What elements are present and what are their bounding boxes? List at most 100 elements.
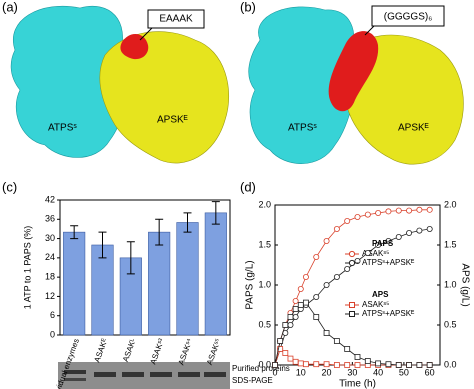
x-tick-label: ASAKᴸ — [121, 337, 138, 363]
marker — [323, 281, 330, 288]
marker — [406, 229, 413, 236]
domain-label: ATPSˢ — [48, 123, 77, 134]
legend-marker — [348, 250, 356, 258]
y2-tick-label: 0.0 — [444, 359, 457, 369]
bar — [204, 212, 227, 336]
marker — [375, 360, 382, 367]
marker — [426, 206, 433, 213]
x-tick-label: 50 — [399, 367, 409, 377]
marker — [385, 237, 392, 244]
error-bar — [211, 201, 220, 225]
marker — [416, 206, 423, 213]
marker — [297, 285, 304, 292]
marker — [364, 358, 371, 364]
x-tick-label: ASAKˢ³ — [148, 337, 166, 366]
gel-label: SDS-PAGE — [232, 376, 273, 385]
panel-label: (c) — [2, 179, 17, 194]
marker — [354, 257, 361, 264]
error-bar — [126, 241, 135, 275]
x-tick-label: ASAKˢ⁴ — [176, 337, 194, 366]
marker — [282, 350, 289, 356]
bar — [63, 231, 86, 336]
protein-b — [248, 5, 464, 165]
marker — [354, 362, 361, 368]
marker — [344, 346, 351, 352]
marker — [323, 237, 330, 244]
x-tick-label: 0 — [272, 367, 277, 377]
marker — [364, 249, 371, 256]
legend-marker — [348, 259, 356, 267]
y2-tick-label: 1.5 — [444, 239, 457, 249]
marker — [344, 362, 351, 368]
y-tick-label: 36 — [45, 214, 55, 224]
error-bar — [155, 218, 164, 246]
marker — [395, 362, 402, 368]
x-tick-label: 10 — [296, 367, 306, 377]
marker — [287, 314, 294, 320]
marker — [344, 217, 351, 224]
marker — [287, 321, 294, 328]
marker — [323, 361, 330, 368]
y-tick-label: 18 — [45, 272, 55, 282]
y2-tick-label: 0.5 — [444, 319, 457, 329]
marker — [292, 313, 299, 320]
domain-label: APSKᴱ — [157, 115, 188, 126]
y2-axis-label: APS (g/L) — [459, 263, 470, 306]
legend-marker — [349, 311, 355, 317]
marker — [313, 314, 320, 320]
marker — [282, 322, 289, 328]
marker — [406, 362, 412, 368]
marker — [416, 227, 423, 234]
bar — [91, 244, 114, 336]
marker — [426, 225, 433, 232]
marker — [354, 354, 361, 360]
y-tick-label: 6 — [50, 310, 55, 320]
marker — [292, 297, 299, 304]
marker — [292, 358, 299, 365]
marker — [426, 362, 433, 368]
y-tick-label: 30 — [45, 233, 55, 243]
x-tick-label: ASAKᴱ — [92, 337, 109, 364]
marker — [297, 360, 304, 367]
domain-label: APSKᴱ — [398, 123, 429, 134]
domain-label: ATPSˢ — [288, 123, 317, 134]
marker — [395, 207, 402, 214]
marker — [272, 362, 278, 368]
x-tick-label: 40 — [373, 367, 383, 377]
marker — [385, 361, 392, 368]
marker — [344, 265, 351, 272]
bar — [148, 231, 171, 336]
legend-label: ASAKˢ⁵ — [362, 300, 389, 309]
marker — [354, 213, 361, 220]
y-tick-label: 0.0 — [258, 359, 271, 369]
marker — [303, 361, 309, 368]
marker — [302, 273, 309, 280]
legend-label: ASAKˢ⁵ — [362, 249, 389, 258]
plot-frame — [59, 199, 231, 336]
legend-label: ATPSˢ+APSKᴱ — [362, 309, 415, 318]
y-tick-label: 0 — [50, 329, 55, 339]
marker — [287, 355, 294, 362]
x-tick-label: 60 — [425, 367, 435, 377]
y2-tick-label: 1.0 — [444, 279, 457, 289]
protein-a — [10, 6, 230, 164]
marker — [333, 273, 340, 280]
marker — [406, 207, 413, 214]
y-tick-label: 2.0 — [258, 199, 271, 209]
legend-label: ATPSˢ+APSKᴱ — [362, 258, 415, 267]
y-tick-label: 1.5 — [258, 239, 271, 249]
x-tick-label: ASAKˢ⁵ — [205, 337, 223, 366]
gel-label: Purified proteins — [232, 364, 290, 373]
series-line — [274, 228, 430, 366]
y-tick-label: 0.5 — [258, 319, 271, 329]
marker — [333, 225, 340, 232]
y-tick-label: 12 — [45, 291, 55, 301]
marker — [277, 338, 284, 344]
marker — [277, 346, 284, 352]
panel-label: (d) — [240, 179, 256, 194]
error-bar — [98, 231, 107, 259]
gel — [58, 362, 230, 389]
marker — [375, 241, 382, 248]
error-bar — [70, 225, 79, 240]
